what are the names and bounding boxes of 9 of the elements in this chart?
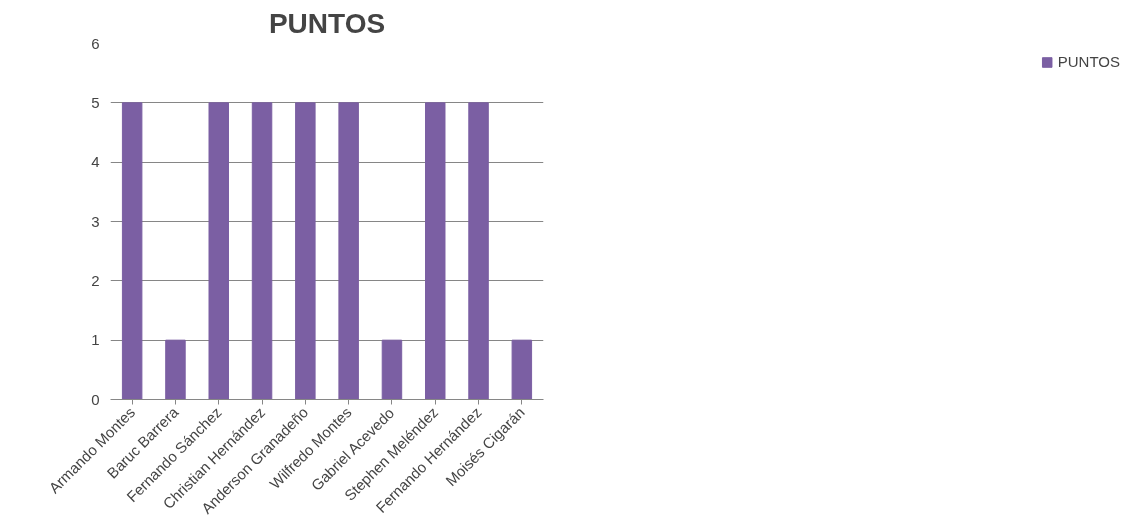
y-tick-label: 2 <box>91 271 100 289</box>
y-tick-label: 6 <box>91 34 100 52</box>
y-tick-label: 5 <box>91 93 100 111</box>
y-tick-label: 0 <box>91 390 100 408</box>
chart-title: PUNTOS <box>268 7 386 39</box>
legend-label: PUNTOS <box>1057 53 1120 70</box>
y-tick-label: 1 <box>91 331 100 349</box>
y-tick-label: 3 <box>91 212 100 230</box>
y-tick-label: 4 <box>91 153 100 171</box>
